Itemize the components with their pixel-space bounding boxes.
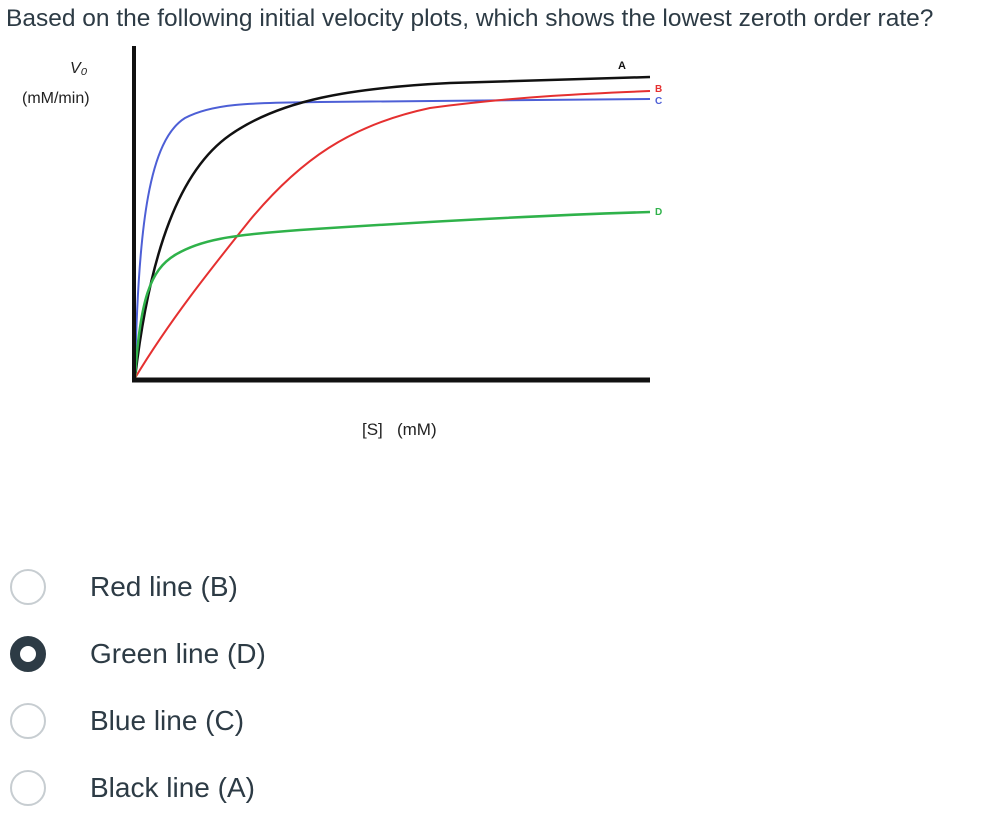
- curve-label-c: C: [655, 96, 662, 107]
- radio-button[interactable]: [10, 569, 46, 605]
- option-label: Blue line (C): [90, 705, 245, 736]
- option-green-line[interactable]: Green line (D): [0, 636, 400, 672]
- curve-c-blue: [134, 98, 651, 379]
- radio-button[interactable]: [10, 770, 46, 806]
- curve-label-b: B: [655, 84, 662, 95]
- curve-d-green: [133, 210, 651, 379]
- curve-label-d: D: [655, 207, 662, 218]
- option-label: Black line (A): [90, 772, 255, 803]
- y-axis-label: V₀: [70, 60, 88, 77]
- question-text: Based on the following initial velocity …: [6, 5, 934, 32]
- curve-a-black: [133, 75, 651, 379]
- option-label: Green line (D): [90, 638, 266, 669]
- radio-button[interactable]: [10, 703, 46, 739]
- curve-label-a: A: [618, 60, 626, 72]
- option-label: Red line (B): [90, 571, 238, 602]
- radio-button-selected[interactable]: [10, 636, 46, 672]
- option-red-line[interactable]: Red line (B): [0, 569, 400, 605]
- velocity-plot: A B C D: [132, 46, 662, 383]
- y-axis-units: (mM/min): [22, 90, 90, 107]
- option-black-line[interactable]: Black line (A): [0, 770, 400, 806]
- curve-b-red: [134, 90, 651, 379]
- x-axis-label: [S] (mM): [362, 420, 437, 439]
- option-blue-line[interactable]: Blue line (C): [0, 703, 400, 739]
